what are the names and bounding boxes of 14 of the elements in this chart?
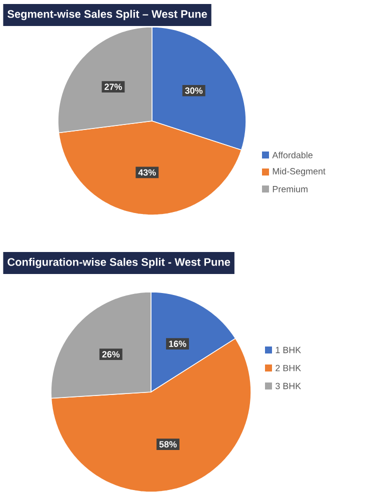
legend-label: 2 BHK bbox=[276, 364, 301, 372]
legend-label: Affordable bbox=[272, 152, 313, 158]
data-label: 27% bbox=[104, 84, 122, 90]
data-label: 16% bbox=[169, 340, 186, 347]
legend-label: Mid-Segment bbox=[272, 168, 326, 176]
chart-title: Segment-wise Sales Split – West Pune bbox=[7, 10, 207, 20]
data-label: 26% bbox=[102, 351, 120, 358]
legend-label: Premium bbox=[272, 186, 308, 192]
legend-label: 1 BHK bbox=[276, 346, 301, 354]
data-label: 30% bbox=[185, 87, 203, 94]
data-label: 58% bbox=[159, 441, 177, 448]
data-label: 43% bbox=[138, 169, 156, 176]
legend-label: 3 BHK bbox=[276, 382, 301, 390]
chart-title: Configuration-wise Sales Split - West Pune bbox=[8, 258, 230, 268]
